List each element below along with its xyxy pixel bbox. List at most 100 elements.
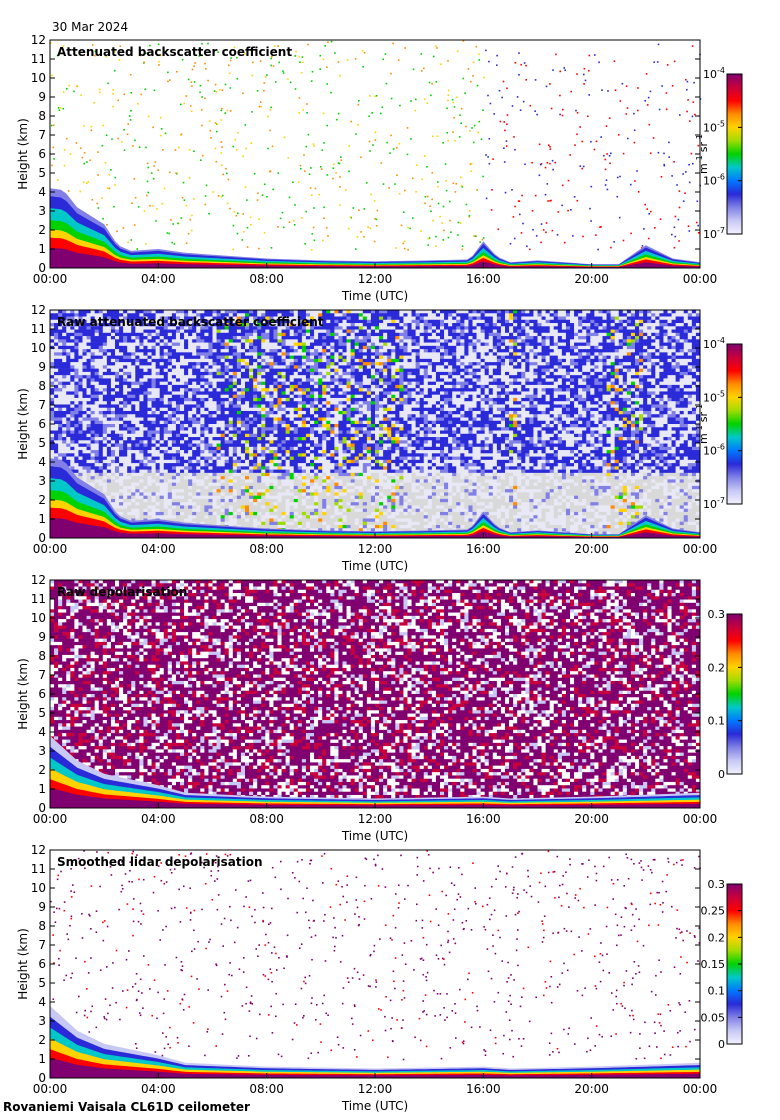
heatmap-cell [220, 492, 225, 496]
heatmap-cell [139, 378, 144, 382]
heatmap-cell [551, 229, 554, 232]
heatmap-cell [110, 397, 116, 402]
heatmap-cell [74, 342, 79, 347]
heatmap-cell [204, 463, 209, 467]
heatmap-cell [204, 515, 209, 519]
heatmap-cell [167, 440, 173, 444]
heatmap-cell [167, 430, 173, 435]
heatmap-cell [253, 485, 258, 490]
heatmap-cell [171, 476, 177, 480]
heatmap-cell [159, 394, 165, 399]
heatmap-cell [220, 443, 225, 448]
heatmap-cell [551, 159, 554, 162]
heatmap-cell [204, 456, 209, 461]
heatmap-cell [228, 521, 234, 526]
heatmap-cell [106, 378, 112, 382]
heatmap-cell [192, 459, 197, 464]
heatmap-cell [168, 232, 171, 235]
heatmap-cell [119, 378, 124, 382]
heatmap-cell [421, 178, 423, 181]
heatmap-cell [143, 498, 148, 503]
heatmap-cell [208, 319, 213, 324]
heatmap-cell [131, 518, 136, 523]
heatmap-cell [90, 381, 95, 386]
heatmap-cell [74, 427, 79, 431]
heatmap-cell [135, 427, 140, 431]
heatmap-cell [257, 489, 262, 493]
heatmap-cell [123, 417, 128, 422]
heatmap-cell [155, 388, 160, 392]
plot-date: 30 Mar 2024 [52, 20, 128, 34]
heatmap-cell [261, 472, 266, 477]
heatmap-cell [66, 368, 71, 373]
heatmap-cell [273, 463, 278, 467]
heatmap-cell [200, 358, 205, 363]
heatmap-cell [232, 511, 238, 516]
heatmap-cell [180, 371, 185, 376]
heatmap-cell [78, 397, 83, 402]
heatmap-cell [180, 508, 185, 513]
heatmap-cell [269, 349, 274, 353]
heatmap-cell [163, 472, 169, 477]
heatmap-cell [245, 495, 250, 500]
heatmap-cell [232, 352, 238, 356]
heatmap-cell [540, 241, 542, 244]
heatmap-cell [281, 313, 286, 317]
heatmap-cell [212, 397, 217, 402]
heatmap-cell [110, 375, 116, 379]
heatmap-cell [277, 508, 282, 513]
heatmap-cell [135, 371, 140, 376]
heatmap-cell [249, 424, 254, 428]
heatmap-cell [188, 472, 193, 477]
heatmap-cell [660, 176, 663, 178]
heatmap-cell [74, 345, 79, 350]
heatmap-cell [70, 430, 75, 435]
heatmap-cell [192, 456, 197, 461]
heatmap-cell [94, 345, 100, 350]
heatmap-cell [212, 336, 217, 340]
heatmap-cell [204, 446, 209, 451]
heatmap-cell [66, 362, 71, 366]
heatmap-cell [200, 489, 205, 493]
heatmap-cell [249, 417, 254, 422]
heatmap-cell [98, 443, 104, 448]
heatmap-cell [54, 437, 59, 441]
heatmap-cell [460, 176, 462, 179]
heatmap-cell [147, 115, 150, 118]
heatmap-cell [697, 232, 700, 234]
heatmap-cell [294, 204, 296, 206]
heatmap-cell [236, 446, 242, 451]
heatmap-cell [265, 417, 270, 422]
heatmap-cell [622, 239, 625, 242]
heatmap-cell [200, 456, 205, 461]
heatmap-cell [180, 365, 185, 369]
heatmap-cell [127, 479, 132, 483]
heatmap-cell [208, 440, 213, 444]
heatmap-cell [78, 355, 83, 360]
heatmap-cell [261, 508, 266, 513]
heatmap-cell [559, 113, 561, 116]
heatmap-cell [224, 466, 230, 470]
heatmap-cell [82, 463, 87, 467]
heatmap-cell [220, 505, 225, 509]
heatmap-cell [152, 126, 154, 129]
heatmap-cell [232, 515, 238, 519]
heatmap-cell [469, 130, 471, 132]
heatmap-cell [236, 381, 242, 386]
heatmap-cell [127, 391, 132, 395]
heatmap-cell [261, 352, 266, 356]
heatmap-cell [204, 332, 209, 337]
heatmap-cell [192, 463, 197, 467]
heatmap-cell [135, 358, 140, 363]
heatmap-cell [70, 410, 75, 415]
heatmap-cell [143, 440, 148, 444]
heatmap-cell [82, 349, 87, 353]
heatmap-cell [131, 498, 136, 503]
heatmap-cell [232, 502, 238, 506]
heatmap-cell [82, 401, 87, 405]
heatmap-cell [86, 482, 91, 487]
heatmap-cell [257, 192, 259, 195]
heatmap-cell [54, 329, 59, 334]
heatmap-cell [127, 339, 132, 343]
heatmap-cell [131, 319, 136, 324]
